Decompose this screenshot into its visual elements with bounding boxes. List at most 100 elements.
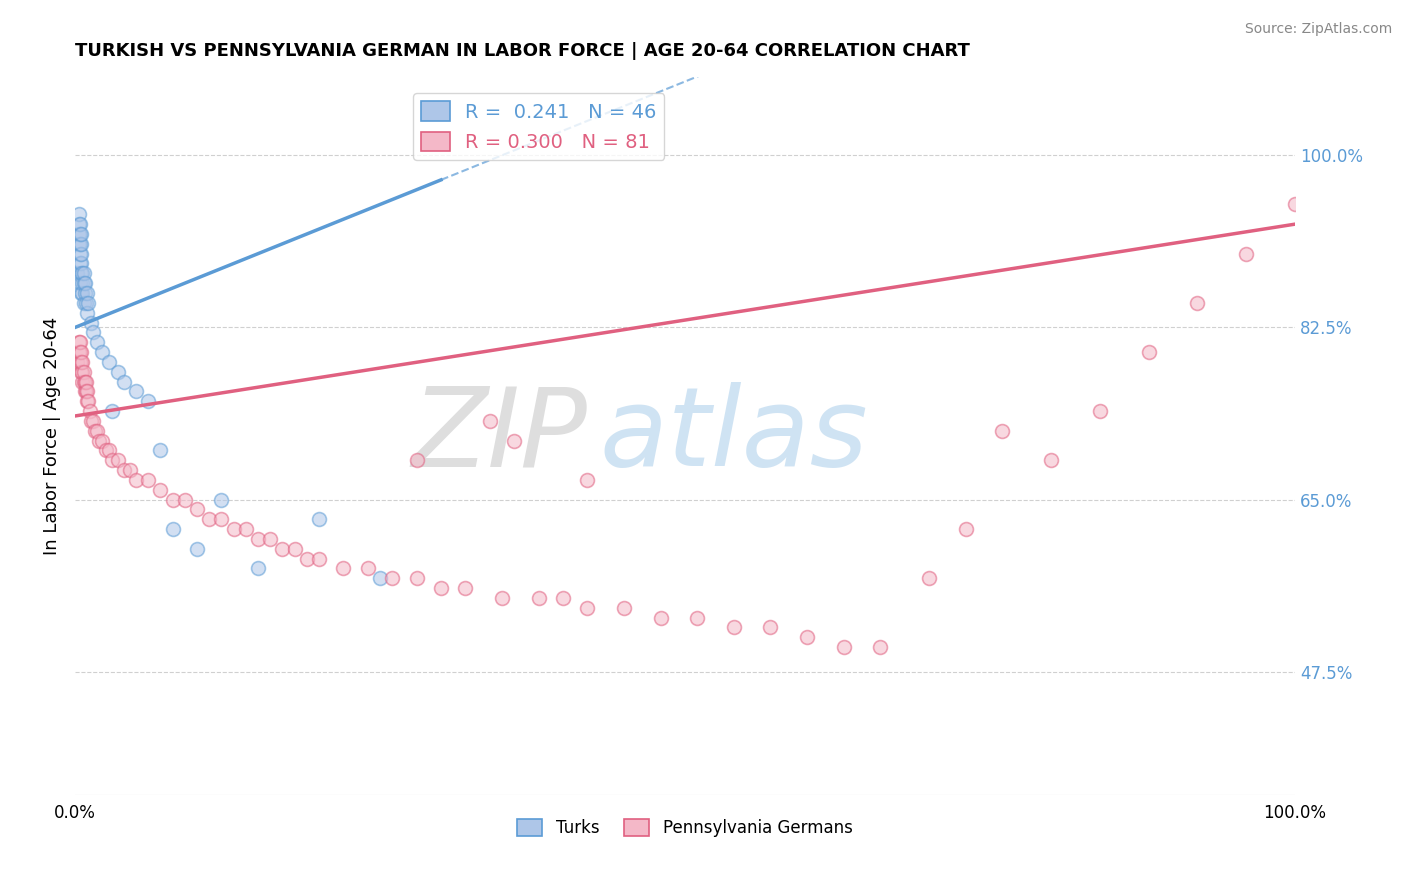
- Point: [209, 492, 232, 507]
- Point: [832, 640, 855, 655]
- Point: [295, 551, 318, 566]
- Point: [70, 256, 93, 270]
- Text: atlas: atlas: [599, 382, 869, 489]
- Text: ZIP: ZIP: [412, 382, 588, 489]
- Point: [72, 365, 94, 379]
- Point: [551, 591, 574, 605]
- Point: [357, 561, 380, 575]
- Point: [1187, 296, 1209, 310]
- Point: [100, 404, 122, 418]
- Point: [69, 217, 91, 231]
- Point: [247, 561, 270, 575]
- Point: [613, 600, 636, 615]
- Point: [149, 443, 172, 458]
- Point: [1284, 197, 1306, 211]
- Point: [69, 276, 91, 290]
- Point: [162, 522, 184, 536]
- Point: [796, 630, 818, 644]
- Point: [271, 541, 294, 556]
- Point: [73, 375, 96, 389]
- Point: [67, 207, 90, 221]
- Point: [80, 316, 103, 330]
- Point: [82, 326, 104, 340]
- Point: [67, 345, 90, 359]
- Point: [70, 285, 93, 300]
- Point: [235, 522, 257, 536]
- Point: [72, 276, 94, 290]
- Point: [576, 600, 599, 615]
- Point: [79, 404, 101, 418]
- Point: [72, 365, 94, 379]
- Point: [72, 375, 94, 389]
- Point: [1040, 453, 1063, 467]
- Point: [308, 551, 330, 566]
- Point: [76, 384, 98, 399]
- Point: [368, 571, 391, 585]
- Point: [90, 345, 112, 359]
- Point: [149, 483, 172, 497]
- Point: [112, 375, 135, 389]
- Point: [209, 512, 232, 526]
- Point: [90, 434, 112, 448]
- Point: [98, 443, 121, 458]
- Point: [70, 355, 93, 369]
- Point: [83, 424, 105, 438]
- Point: [759, 620, 782, 634]
- Point: [405, 571, 427, 585]
- Point: [100, 453, 122, 467]
- Point: [1234, 246, 1257, 260]
- Point: [67, 217, 90, 231]
- Point: [332, 561, 354, 575]
- Legend: Turks, Pennsylvania Germans: Turks, Pennsylvania Germans: [510, 813, 859, 844]
- Point: [136, 394, 159, 409]
- Point: [77, 394, 100, 409]
- Point: [430, 581, 453, 595]
- Point: [76, 306, 98, 320]
- Point: [125, 473, 148, 487]
- Point: [112, 463, 135, 477]
- Point: [75, 375, 97, 389]
- Text: TURKISH VS PENNSYLVANIA GERMAN IN LABOR FORCE | AGE 20-64 CORRELATION CHART: TURKISH VS PENNSYLVANIA GERMAN IN LABOR …: [75, 42, 970, 60]
- Point: [918, 571, 941, 585]
- Point: [72, 276, 94, 290]
- Point: [198, 512, 221, 526]
- Point: [67, 227, 90, 241]
- Point: [67, 335, 90, 350]
- Point: [69, 227, 91, 241]
- Point: [686, 610, 709, 624]
- Point: [118, 463, 141, 477]
- Point: [69, 355, 91, 369]
- Point: [70, 236, 93, 251]
- Point: [222, 522, 245, 536]
- Point: [503, 434, 526, 448]
- Point: [723, 620, 745, 634]
- Point: [89, 434, 111, 448]
- Point: [70, 246, 93, 260]
- Point: [72, 266, 94, 280]
- Point: [107, 365, 129, 379]
- Point: [527, 591, 550, 605]
- Point: [72, 296, 94, 310]
- Text: Source: ZipAtlas.com: Source: ZipAtlas.com: [1244, 22, 1392, 37]
- Point: [125, 384, 148, 399]
- Point: [73, 285, 96, 300]
- Point: [454, 581, 477, 595]
- Point: [86, 335, 108, 350]
- Point: [77, 296, 100, 310]
- Point: [73, 276, 96, 290]
- Point: [72, 355, 94, 369]
- Point: [308, 512, 330, 526]
- Point: [1088, 404, 1111, 418]
- Point: [284, 541, 307, 556]
- Point: [94, 443, 117, 458]
- Point: [72, 375, 94, 389]
- Point: [491, 591, 513, 605]
- Point: [70, 227, 93, 241]
- Point: [69, 335, 91, 350]
- Point: [75, 384, 97, 399]
- Point: [76, 285, 98, 300]
- Point: [69, 345, 91, 359]
- Point: [173, 492, 195, 507]
- Y-axis label: In Labor Force | Age 20-64: In Labor Force | Age 20-64: [44, 317, 60, 555]
- Point: [67, 236, 90, 251]
